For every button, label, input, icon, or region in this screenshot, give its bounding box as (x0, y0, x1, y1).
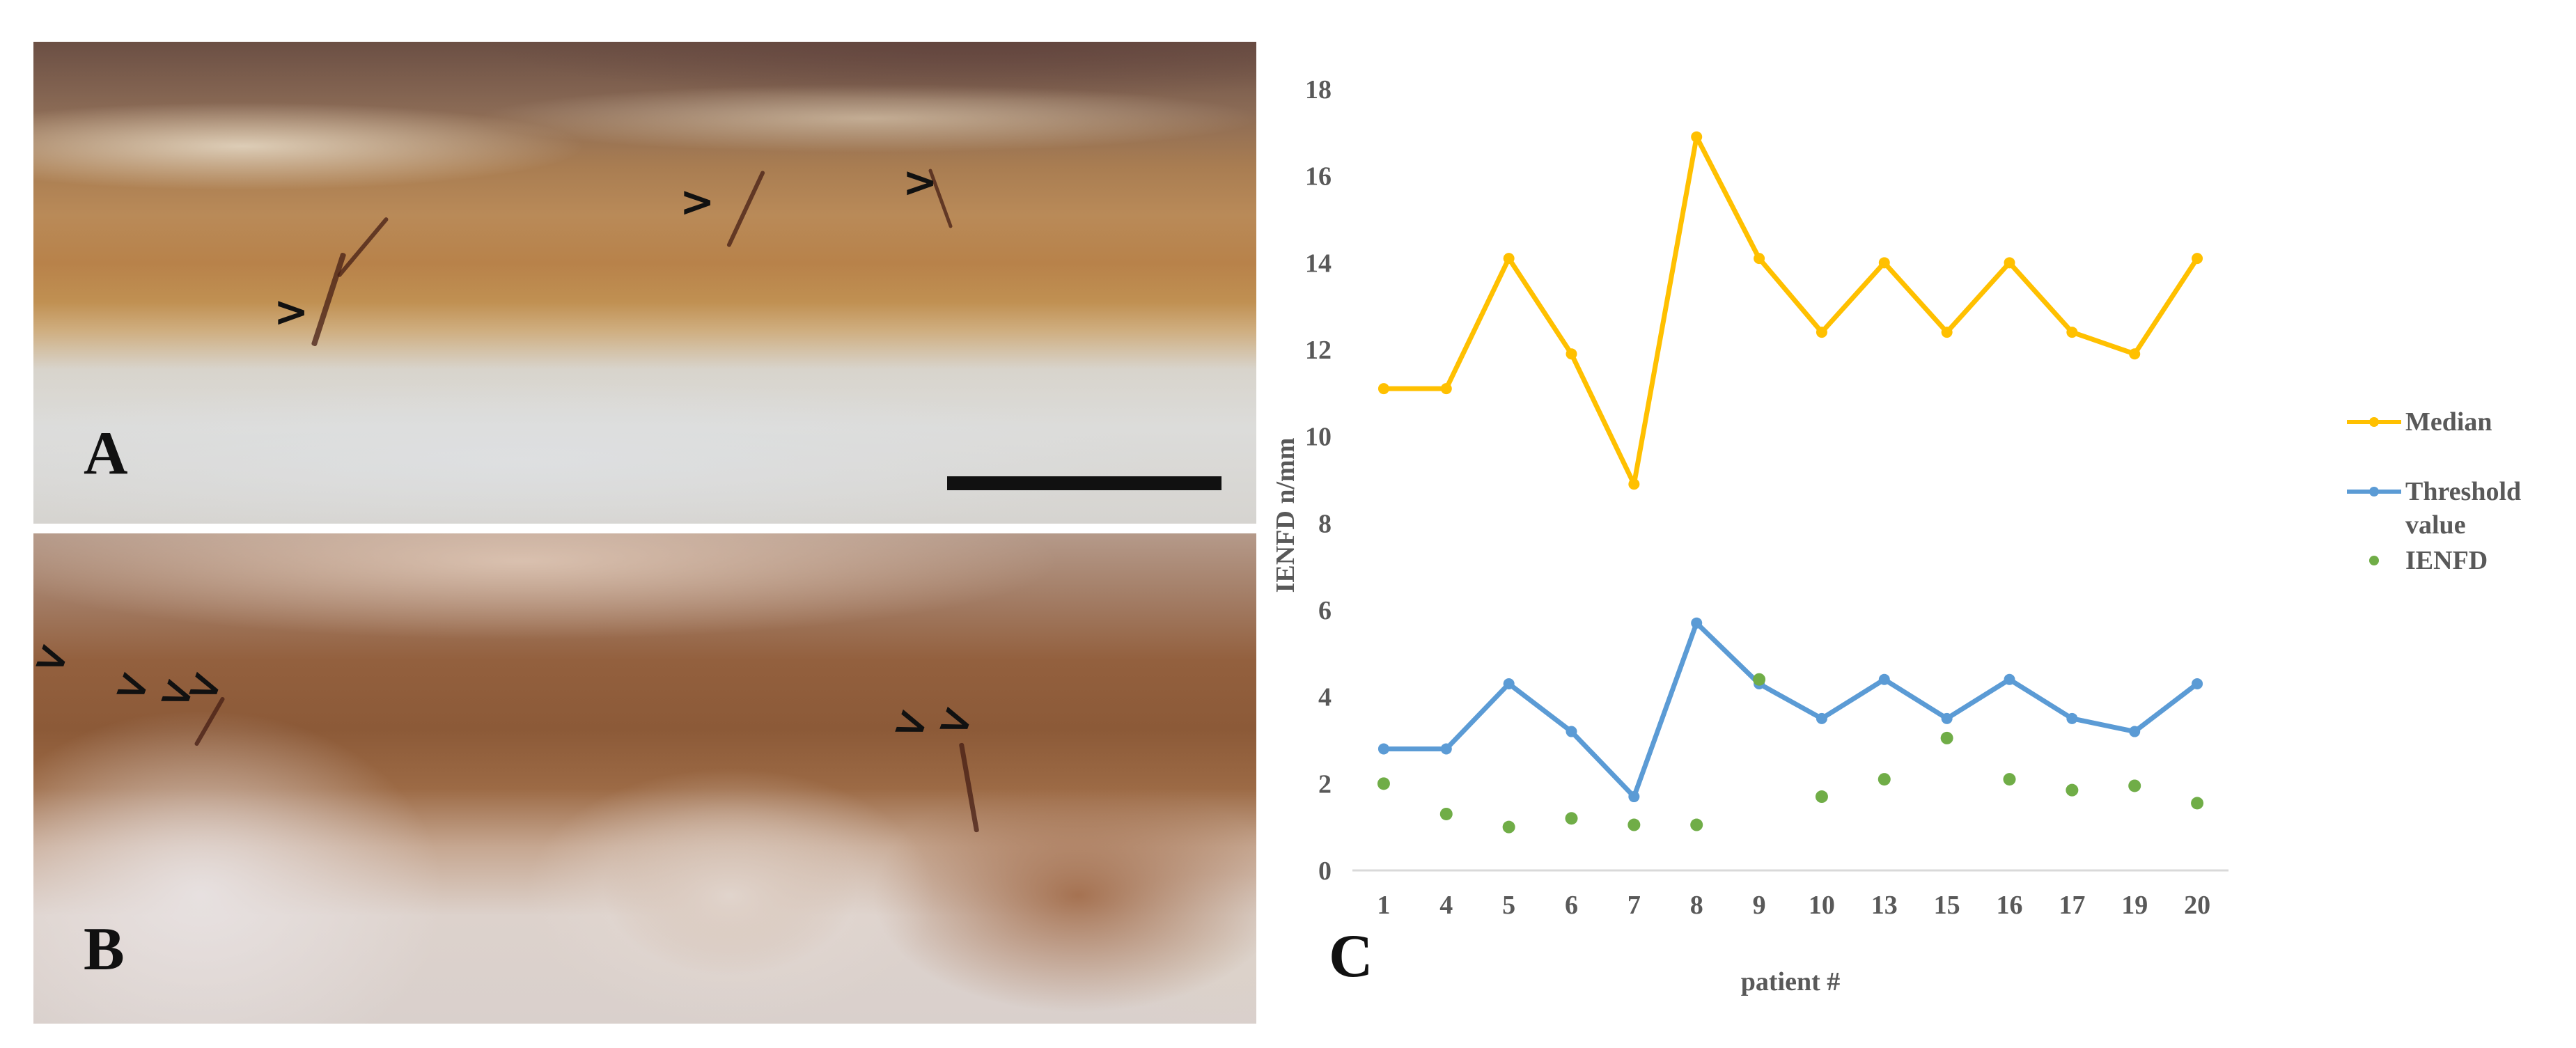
legend-marker-median (2369, 417, 2379, 427)
arrowhead-marker: > (680, 178, 715, 226)
x-tick-label: 5 (1502, 891, 1515, 920)
data-point-threshold-value (1816, 712, 1827, 724)
data-point-ienfd (1753, 673, 1766, 686)
data-point-threshold-value (2066, 712, 2078, 724)
data-point-ienfd (2191, 797, 2204, 810)
data-point-median (1754, 253, 1765, 265)
data-point-ienfd (1502, 820, 1515, 834)
y-tick-label: 10 (1305, 423, 1332, 452)
data-point-ienfd (2128, 779, 2141, 792)
legend-label-threshold-cont: value (2405, 510, 2466, 540)
data-point-ienfd (1940, 731, 1953, 744)
y-axis-label: IENFD n/mm (1271, 438, 1300, 593)
micrograph-panel-a: > > > A (33, 42, 1256, 524)
y-tick-label: 2 (1318, 769, 1332, 799)
data-point-ienfd (2003, 773, 2016, 786)
data-point-threshold-value (1691, 617, 1703, 629)
x-tick-label: 17 (2059, 891, 2085, 920)
x-tick-label: 9 (1753, 891, 1766, 920)
panel-label-c: C (1329, 923, 1373, 990)
y-tick-label: 4 (1318, 683, 1332, 712)
data-point-ienfd (1565, 812, 1578, 825)
data-point-threshold-value (2004, 673, 2015, 685)
data-point-median (1377, 383, 1389, 395)
y-tick-label: 14 (1305, 249, 1332, 278)
data-point-ienfd (1878, 773, 1891, 786)
data-point-median (1691, 131, 1703, 143)
data-point-median (1941, 327, 1953, 338)
arrowhead-marker: > (903, 158, 938, 207)
legend-label-threshold: Threshold (2405, 477, 2522, 506)
legend-marker-ienfd (2369, 556, 2379, 565)
data-point-threshold-value (1440, 743, 1452, 755)
data-point-ienfd (1439, 807, 1453, 820)
panel-label-b: B (84, 916, 125, 983)
x-tick-label: 15 (1934, 891, 1960, 920)
data-point-median (1816, 327, 1827, 338)
data-point-threshold-value (1566, 726, 1577, 737)
panel-label-a: A (84, 420, 128, 487)
x-axis-label: patient # (1741, 967, 1841, 996)
data-point-threshold-value (2129, 726, 2141, 737)
x-tick-label: 7 (1627, 891, 1641, 920)
x-tick-label: 20 (2184, 891, 2210, 920)
y-tick-label: 8 (1318, 509, 1332, 538)
data-point-threshold-value (1377, 743, 1389, 755)
data-point-ienfd (1690, 818, 1703, 831)
legend-marker-threshold (2369, 487, 2379, 496)
data-point-median (1440, 383, 1452, 395)
x-tick-label: 16 (1997, 891, 2023, 920)
data-point-ienfd (1815, 790, 1828, 804)
x-tick-label: 10 (1809, 891, 1835, 920)
series-line-threshold-value (1383, 620, 2199, 799)
data-point-ienfd (2066, 783, 2079, 797)
x-tick-label: 1 (1377, 891, 1390, 920)
scale-bar (947, 476, 1221, 490)
data-point-median (1503, 253, 1515, 265)
data-point-median (1878, 257, 1890, 269)
x-tick-label: 8 (1690, 891, 1703, 920)
x-tick-label: 13 (1871, 891, 1898, 920)
data-point-threshold-value (1628, 791, 1640, 803)
y-tick-label: 18 (1305, 75, 1332, 104)
micrograph-panel-b: > > > > > > B (33, 533, 1256, 1024)
x-tick-label: 4 (1439, 891, 1453, 920)
legend-label-ienfd: IENFD (2405, 546, 2488, 575)
series-layer (1377, 131, 2204, 834)
data-point-ienfd (1627, 818, 1641, 831)
arrowhead-marker: > (274, 288, 309, 336)
data-point-threshold-value (1878, 673, 1890, 685)
y-tick-label: 12 (1305, 336, 1332, 365)
data-point-median (2004, 257, 2015, 269)
series-line-median (1383, 134, 2199, 487)
x-tick-label: 19 (2121, 891, 2148, 920)
y-tick-label: 16 (1305, 162, 1332, 191)
data-point-threshold-value (1503, 678, 1515, 689)
data-point-threshold-value (1941, 712, 1953, 724)
data-point-ienfd (1377, 777, 1390, 790)
y-tick-label: 0 (1318, 857, 1332, 886)
data-point-median (2066, 327, 2078, 338)
x-tick-label: 6 (1565, 891, 1578, 920)
y-axis-ticks: 0 2 4 6 8 10 12 14 16 18 (1305, 75, 1332, 886)
data-point-median (2129, 348, 2141, 360)
legend-label-median: Median (2405, 407, 2492, 437)
data-point-median (2192, 253, 2203, 265)
x-axis-ticks: 1 4 5 6 7 8 9 10 13 15 16 17 19 20 (1377, 891, 2210, 920)
data-point-median (1628, 478, 1640, 490)
y-tick-label: 6 (1318, 596, 1332, 625)
data-point-median (1566, 348, 1577, 360)
data-point-threshold-value (2192, 678, 2203, 689)
